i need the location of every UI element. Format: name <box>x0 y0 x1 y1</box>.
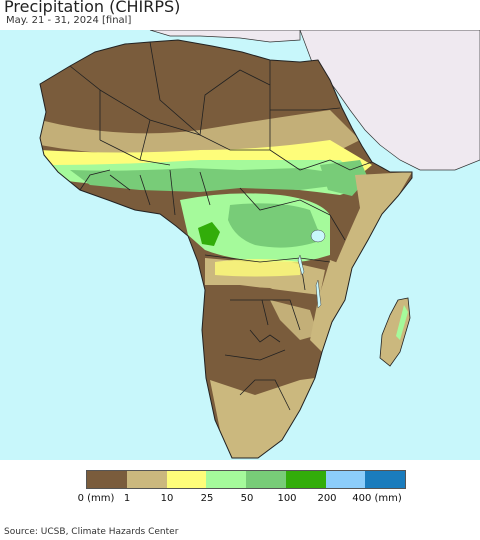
africa-precipitation-map <box>0 30 480 460</box>
legend-label: 1 <box>123 493 131 504</box>
legend-swatch <box>325 471 366 488</box>
legend-label: 400 (mm) <box>352 493 402 504</box>
source-credit: Source: UCSB, Climate Hazards Center <box>4 527 179 537</box>
legend-label: 0 (mm) <box>77 493 115 504</box>
legend-swatch <box>166 471 207 488</box>
legend-swatch <box>87 471 127 488</box>
madagascar <box>379 297 411 367</box>
map-title: Precipitation (CHIRPS) <box>4 0 181 16</box>
legend-label: 50 <box>240 493 254 504</box>
map-area <box>0 30 480 460</box>
legend-label: 25 <box>200 493 214 504</box>
legend-swatch <box>285 471 326 488</box>
header: Precipitation (CHIRPS) May. 21 - 31, 202… <box>0 0 480 30</box>
africa-landmass <box>39 39 413 459</box>
map-subtitle: May. 21 - 31, 2024 [final] <box>6 15 132 26</box>
legend-swatch <box>206 471 246 488</box>
legend-swatch <box>365 471 405 488</box>
legend-label: 100 <box>277 493 297 504</box>
precipitation-legend: 0 (mm) 1 10 25 50 100 200 400 (mm) <box>0 460 480 520</box>
country-borders <box>69 41 373 411</box>
europe-landmass <box>149 30 301 43</box>
lakes <box>297 229 326 309</box>
legend-label: 200 <box>317 493 337 504</box>
legend-swatch <box>126 471 167 488</box>
legend-label: 10 <box>160 493 174 504</box>
legend-labels: 0 (mm) 1 10 25 50 100 200 400 (mm) <box>0 493 480 507</box>
legend-color-bar <box>86 470 406 489</box>
legend-swatch <box>246 471 286 488</box>
